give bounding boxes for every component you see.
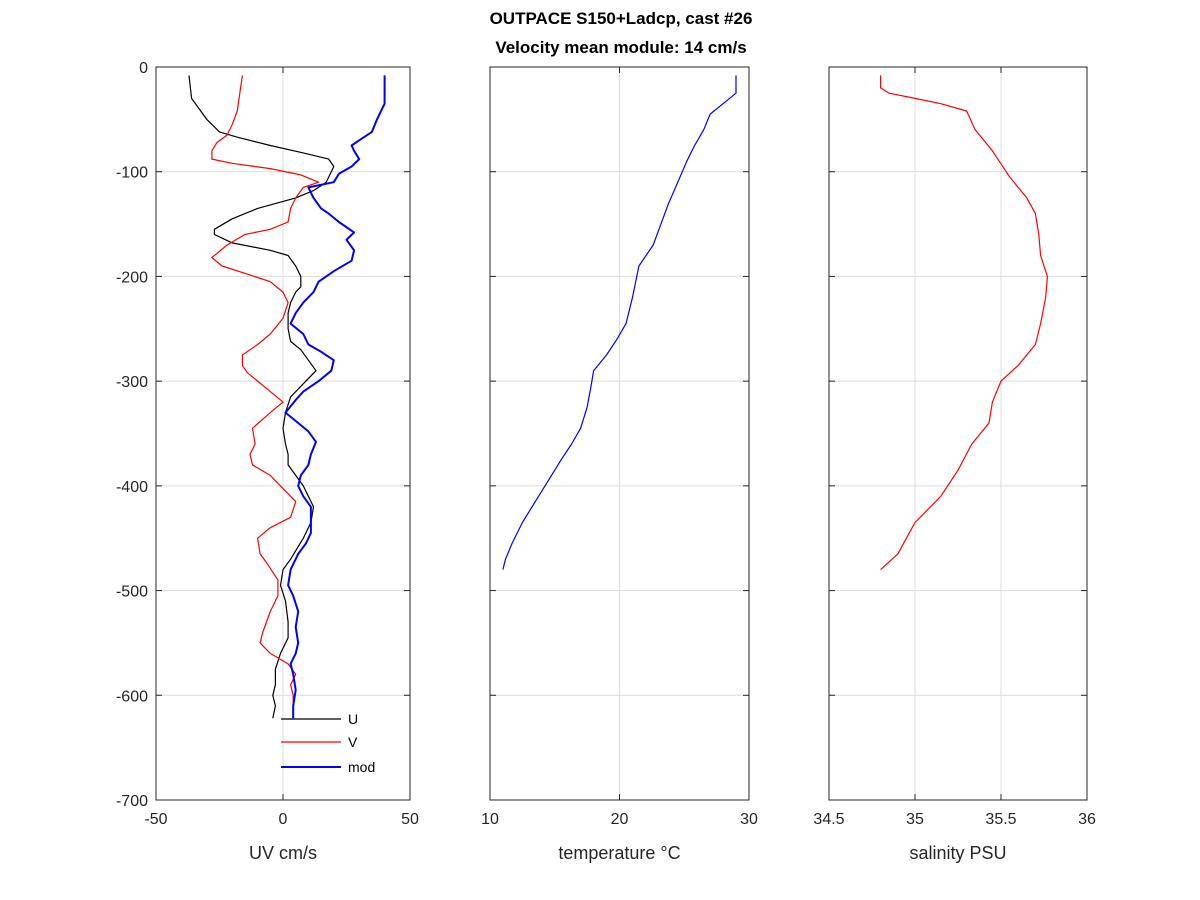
x-tick-label: 50: [401, 811, 419, 828]
x-axis-label: UV cm/s: [249, 843, 317, 863]
x-tick-label: 10: [481, 811, 499, 828]
panel-2: 34.5 35 35.5 36 salinity PSU: [813, 66, 1096, 863]
series-line-panel1: [502, 75, 737, 570]
x-tick-label: 36: [1078, 811, 1096, 828]
y-tick-label: -600: [116, 688, 148, 705]
x-axis-label: temperature °C: [558, 843, 680, 863]
y-tick-label: -100: [116, 165, 148, 182]
title-line-2: Velocity mean module: 14 cm/s: [495, 38, 746, 57]
y-tick-label: -400: [116, 479, 148, 496]
axes-box: [828, 66, 1088, 801]
legend-label-v: V: [348, 734, 358, 750]
x-tick-label: 35.5: [985, 811, 1016, 828]
series-line-panel2: [879, 75, 1049, 571]
x-tick-label: 20: [611, 811, 629, 828]
title-line-1: OUTPACE S150+Ladcp, cast #26: [490, 9, 753, 28]
series-line-v: [211, 75, 320, 706]
x-tick-label: 0: [279, 811, 288, 828]
y-tick-label: 0: [139, 60, 148, 77]
legend-label-mod: mod: [348, 759, 375, 775]
x-tick-label: -50: [144, 811, 167, 828]
x-tick-label: 34.5: [813, 811, 844, 828]
x-tick-label: 35: [906, 811, 924, 828]
legend-label-u: U: [348, 711, 358, 727]
y-tick-label: -700: [116, 793, 148, 810]
x-axis-label: salinity PSU: [909, 843, 1006, 863]
x-tick-label: 30: [740, 811, 758, 828]
y-tick-label: -300: [116, 374, 148, 391]
series-line-mod: [284, 75, 386, 719]
y-tick-label: -500: [116, 584, 148, 601]
series-line-u: [188, 75, 335, 719]
panel-1: 10 20 30 temperature °C: [481, 66, 758, 863]
y-tick-label: -200: [116, 269, 148, 286]
